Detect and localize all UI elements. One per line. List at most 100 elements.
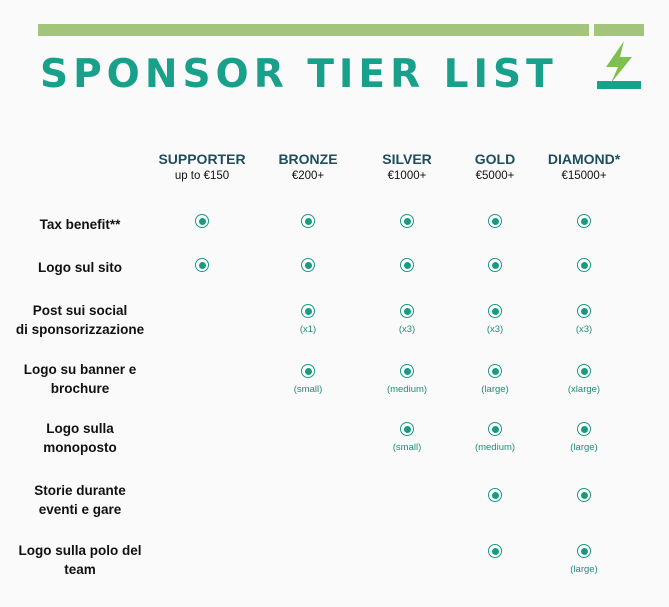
benefit-cell: (large) [445, 364, 545, 396]
benefit-note: (x1) [299, 324, 317, 335]
benefit-cell [357, 214, 457, 228]
top-accent-bar [38, 24, 589, 36]
benefit-note: (x3) [575, 324, 593, 335]
row-label: Logo sul sito [0, 258, 160, 277]
check-dot-icon [577, 544, 591, 558]
benefit-note: (medium) [474, 442, 516, 453]
benefit-cell [152, 258, 252, 272]
benefit-cell [534, 258, 634, 272]
row-label-line: Logo sulla polo del [18, 543, 142, 558]
benefit-cell: (x3) [357, 304, 457, 336]
check-dot-icon [400, 422, 414, 436]
row-label-line: brochure [50, 381, 110, 396]
benefit-cell: (large) [534, 544, 634, 576]
row-label-line: di sponsorizzazione [15, 322, 145, 337]
benefit-cell [534, 214, 634, 228]
benefit-note: (small) [392, 442, 422, 453]
check-dot-icon [195, 258, 209, 272]
row-label: Post sui social di sponsorizzazione [0, 301, 160, 339]
row-label: Logo sulla monoposto [0, 419, 160, 457]
benefit-cell: (xlarge) [534, 364, 634, 396]
check-dot-icon [301, 214, 315, 228]
tier-name: SILVER [382, 151, 432, 167]
benefit-cell: (large) [534, 422, 634, 454]
row-label-line: Logo sul sito [38, 260, 122, 275]
row-label-line: team [64, 562, 96, 577]
benefit-cell [445, 488, 545, 502]
benefit-note: (medium) [386, 384, 428, 395]
row-label: Storie durante eventi e gare [0, 481, 160, 519]
benefit-note: (xlarge) [567, 384, 601, 395]
row-label: Logo su banner e brochure [0, 360, 160, 398]
tier-name: BRONZE [278, 151, 338, 167]
check-dot-icon [488, 214, 502, 228]
lightning-logo-icon [597, 41, 641, 89]
check-dot-icon [400, 364, 414, 378]
benefit-cell [534, 488, 634, 502]
tier-name: SUPPORTER [158, 151, 246, 167]
benefit-cell [152, 214, 252, 228]
benefit-cell [357, 258, 457, 272]
check-dot-icon [488, 364, 502, 378]
benefit-cell: (medium) [357, 364, 457, 396]
check-dot-icon [301, 364, 315, 378]
benefit-cell: (x1) [258, 304, 358, 336]
benefit-note: (small) [293, 384, 323, 395]
benefit-cell: (x3) [445, 304, 545, 336]
page-title: SPONSOR TIER LIST [40, 52, 558, 97]
check-dot-icon [488, 304, 502, 318]
tier-price: €200+ [291, 170, 325, 182]
benefit-note: (large) [481, 384, 509, 395]
tier-header: SILVER €1000+ [347, 150, 467, 184]
row-label-line: Storie durante [34, 483, 126, 498]
benefit-note: (x3) [398, 324, 416, 335]
row-label-line: Logo sulla [46, 421, 114, 436]
benefit-cell: (x3) [534, 304, 634, 336]
tier-price: €1000+ [387, 170, 427, 182]
check-dot-icon [577, 422, 591, 436]
tier-price: €15000+ [561, 170, 607, 182]
tier-header: BRONZE €200+ [248, 150, 368, 184]
row-label-line: Tax benefit** [39, 217, 121, 232]
check-dot-icon [577, 488, 591, 502]
benefit-cell [445, 214, 545, 228]
check-dot-icon [577, 214, 591, 228]
benefit-note: (large) [570, 442, 598, 453]
top-accent-bar-right [594, 24, 644, 36]
row-label-line: Post sui social [32, 303, 128, 318]
check-dot-icon [488, 488, 502, 502]
tier-header: SUPPORTER up to €150 [142, 150, 262, 184]
tier-name: GOLD [474, 151, 516, 167]
check-dot-icon [488, 544, 502, 558]
tier-price: up to €150 [174, 170, 230, 182]
tier-price: €5000+ [475, 170, 515, 182]
check-dot-icon [195, 214, 209, 228]
row-label-line: Logo su banner e [23, 362, 137, 377]
check-dot-icon [400, 258, 414, 272]
benefit-cell [258, 258, 358, 272]
benefit-cell: (medium) [445, 422, 545, 454]
check-dot-icon [301, 258, 315, 272]
check-dot-icon [488, 258, 502, 272]
benefit-cell: (small) [258, 364, 358, 396]
row-label-line: eventi e gare [38, 502, 122, 517]
benefit-cell [258, 214, 358, 228]
benefit-cell [445, 258, 545, 272]
tier-header: DIAMOND* €15000+ [524, 150, 644, 184]
check-dot-icon [488, 422, 502, 436]
tier-header: GOLD €5000+ [435, 150, 555, 184]
benefit-note: (x3) [486, 324, 504, 335]
check-dot-icon [400, 304, 414, 318]
check-dot-icon [400, 214, 414, 228]
benefit-cell [445, 544, 545, 558]
check-dot-icon [577, 364, 591, 378]
row-label: Tax benefit** [0, 215, 160, 234]
row-label-line: monoposto [43, 440, 117, 455]
tier-name: DIAMOND* [547, 151, 621, 167]
benefit-note: (large) [570, 564, 598, 575]
check-dot-icon [577, 258, 591, 272]
check-dot-icon [577, 304, 591, 318]
benefit-cell: (small) [357, 422, 457, 454]
row-label: Logo sulla polo del team [0, 541, 160, 579]
check-dot-icon [301, 304, 315, 318]
